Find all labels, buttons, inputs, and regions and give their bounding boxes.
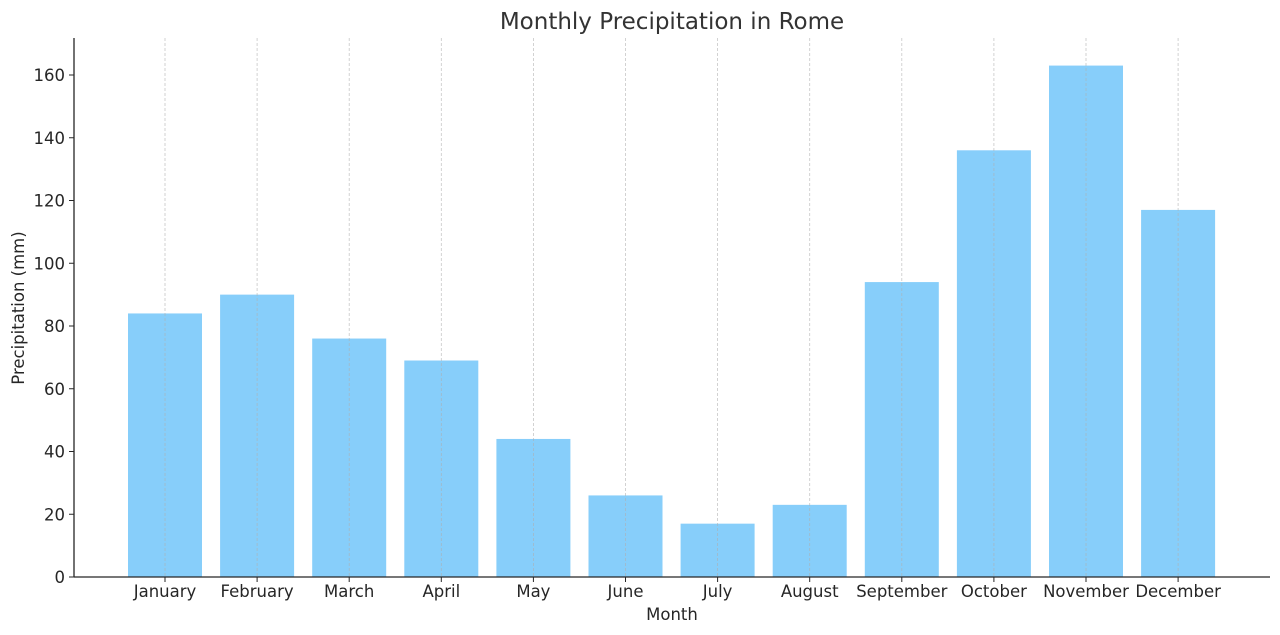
- x-tick-label: September: [856, 582, 947, 601]
- x-axis-label: Month: [646, 605, 698, 624]
- x-axis-ticks: January February March April May June July Augu…: [133, 577, 1221, 601]
- y-axis-label: Precipitation (mm): [9, 231, 28, 384]
- x-tick-label: March: [324, 582, 374, 601]
- y-tick-label: 80: [44, 317, 65, 336]
- y-tick-label: 20: [44, 505, 65, 524]
- x-tick-label: July: [702, 582, 733, 601]
- x-tick-label: May: [516, 582, 550, 601]
- y-axis-ticks: 0 20 40 60 80 100 120 140 160: [34, 66, 74, 587]
- y-tick-label: 140: [34, 129, 66, 148]
- y-tick-label: 100: [34, 254, 66, 273]
- x-tick-label: February: [221, 582, 294, 601]
- x-tick-label: June: [607, 582, 644, 601]
- y-tick-label: 40: [44, 443, 65, 462]
- x-tick-label: August: [781, 582, 839, 601]
- x-tick-label: January: [133, 582, 197, 601]
- x-tick-label: April: [422, 582, 460, 601]
- x-tick-label: October: [961, 582, 1027, 601]
- y-tick-label: 60: [44, 380, 65, 399]
- y-tick-label: 160: [34, 66, 66, 85]
- y-tick-label: 0: [55, 568, 66, 587]
- y-tick-label: 120: [34, 192, 66, 211]
- x-tick-label: December: [1135, 582, 1221, 601]
- bars: [128, 65, 1216, 578]
- x-tick-label: November: [1043, 582, 1129, 601]
- chart-title: Monthly Precipitation in Rome: [500, 9, 844, 35]
